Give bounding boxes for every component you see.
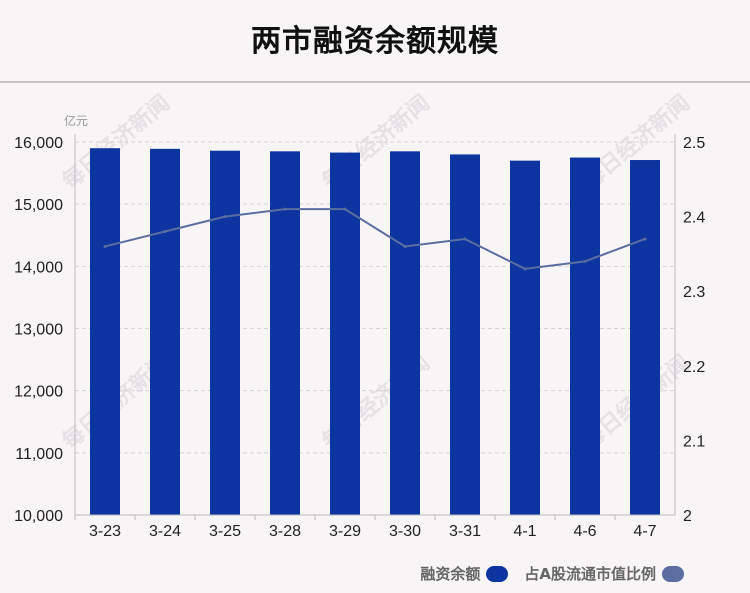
- legend-label-balance: 融资余额: [420, 565, 481, 583]
- left-tick-label: 14,000: [14, 259, 63, 276]
- left-tick-label: 15,000: [14, 197, 63, 214]
- ratio-point-4-1: [523, 267, 527, 271]
- left-tick-label: 16,000: [14, 135, 63, 152]
- left-tick-label: 12,000: [14, 384, 63, 401]
- bar-3-25: [210, 150, 240, 515]
- right-tick-label: 2.3: [683, 284, 705, 301]
- bar-3-30: [390, 151, 420, 515]
- right-tick-label: 2: [683, 508, 692, 525]
- ratio-point-3-31: [463, 237, 467, 241]
- axis-layer: 10,000 11,000 12,000 13,000 14,000 15,000 16,0…: [14, 134, 705, 540]
- x-tick-label: 3-25: [209, 523, 241, 540]
- ratio-point-3-29: [343, 207, 347, 211]
- x-tick-label: 3-31: [449, 523, 481, 540]
- ratio-point-3-24: [163, 230, 167, 234]
- bar-3-28: [270, 151, 300, 515]
- right-tick-label: 2.2: [683, 359, 705, 376]
- x-tick-label: 3-24: [149, 523, 181, 540]
- left-tick-label: 10,000: [14, 508, 63, 525]
- legend-label-ratio: 占A股流通市值比例: [524, 565, 656, 583]
- legend-swatch-balance: [486, 565, 509, 582]
- bar-4-6: [570, 157, 600, 515]
- legend-item-balance: 融资余额: [420, 563, 509, 584]
- left-axis-unit: 亿元: [64, 113, 88, 128]
- ratio-point-4-7: [643, 237, 647, 241]
- x-tick-label: 3-28: [269, 523, 301, 540]
- title-divider: [0, 81, 750, 83]
- x-tick-label: 4-6: [573, 523, 596, 540]
- legend: 融资余额 占A股流通市值比例: [404, 563, 684, 584]
- ratio-line: [104, 208, 646, 270]
- bar-4-1: [510, 160, 540, 515]
- left-tick-label: 13,000: [14, 322, 63, 339]
- x-tick-label: 4-7: [633, 523, 656, 540]
- line-layer: [103, 207, 647, 271]
- bar-3-24: [150, 148, 180, 516]
- x-tick-label: 3-23: [89, 523, 121, 540]
- ratio-point-4-6: [583, 259, 587, 263]
- bar-3-31: [450, 154, 480, 515]
- x-tick-label: 3-29: [329, 523, 361, 540]
- bar-3-23: [90, 148, 120, 515]
- right-tick-label: 2.5: [683, 135, 705, 152]
- bar-4-7: [630, 160, 660, 516]
- bar-3-29: [330, 152, 360, 515]
- left-tick-label: 11,000: [15, 446, 63, 463]
- x-tick-label: 4-1: [513, 523, 536, 540]
- right-tick-label: 2.1: [683, 433, 705, 450]
- ratio-point-3-23: [103, 244, 107, 248]
- right-tick-label: 2.4: [683, 210, 705, 227]
- bar-layer: [90, 148, 660, 516]
- legend-swatch-ratio: [662, 565, 684, 582]
- ratio-point-3-25: [223, 215, 227, 219]
- x-tick-label: 3-30: [389, 523, 421, 540]
- ratio-point-3-28: [283, 207, 287, 211]
- ratio-point-3-30: [403, 244, 407, 248]
- legend-item-ratio: 占A股流通市值比例: [524, 563, 684, 584]
- chart-title: 两市融资余额规模: [251, 24, 499, 59]
